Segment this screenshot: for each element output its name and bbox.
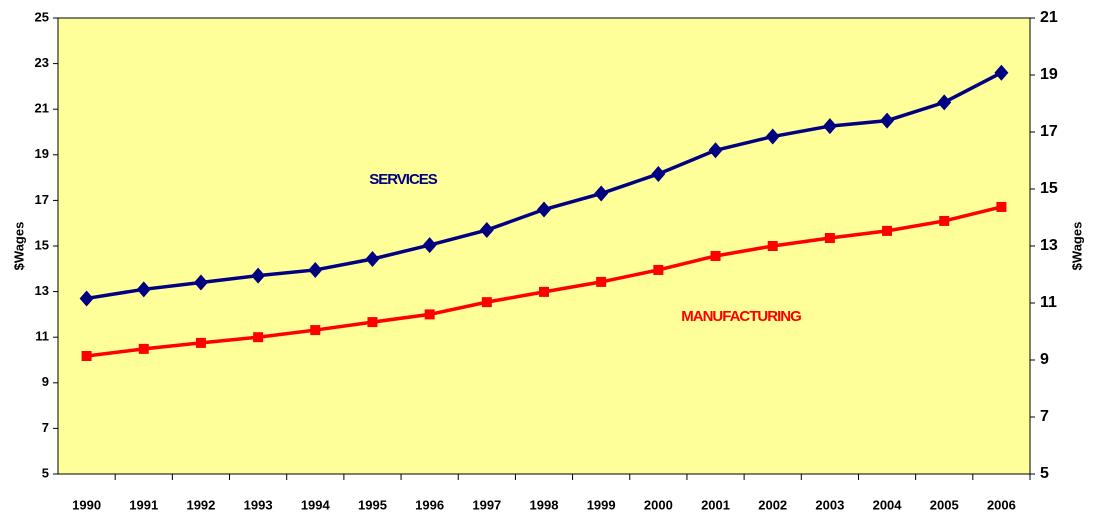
y-tick-label: 19 [35, 146, 49, 161]
marker [422, 237, 437, 254]
y2-tick-label: 13 [1040, 237, 1058, 254]
y-tick-label: 25 [35, 9, 49, 24]
x-tick-label: 1998 [530, 497, 559, 512]
y2-axis-label: $Wages [1069, 222, 1084, 271]
y2-tick-label: 5 [1040, 465, 1049, 482]
marker [539, 286, 549, 297]
y-tick-label: 9 [42, 374, 49, 389]
marker [596, 276, 607, 287]
marker [253, 332, 264, 343]
x-tick-label: 2004 [873, 497, 903, 512]
y2-tick-label: 15 [1040, 180, 1058, 197]
marker [308, 261, 323, 278]
y-tick-label: 7 [42, 420, 49, 435]
plot-area [57, 17, 1031, 475]
series-label: SERVICES [369, 171, 438, 188]
marker [710, 250, 721, 261]
y2-tick-label: 9 [1040, 351, 1049, 368]
y-tick-label: 5 [42, 465, 49, 480]
x-tick-label: 1996 [415, 497, 444, 512]
y2-tick-label: 17 [1040, 123, 1058, 140]
marker [939, 215, 950, 226]
marker [765, 128, 780, 145]
x-tick-label: 1991 [129, 497, 158, 512]
marker [479, 222, 494, 239]
marker [424, 309, 435, 320]
y-tick-label: 17 [35, 192, 49, 207]
x-tick-label: 2006 [987, 497, 1016, 512]
x-tick-label: 1993 [244, 497, 273, 512]
marker [651, 165, 666, 182]
marker [767, 241, 778, 251]
marker [81, 351, 92, 362]
marker [365, 250, 380, 267]
marker [481, 297, 492, 308]
y-tick-label: 23 [35, 55, 49, 70]
y2-tick-label: 21 [1040, 9, 1058, 26]
marker [537, 201, 551, 218]
y2-tick-label: 11 [1040, 294, 1057, 311]
x-tick-label: 1992 [186, 497, 215, 512]
series-label: MANUFACTURING [681, 308, 801, 325]
marker [824, 233, 835, 244]
y-axis-label: $Wages [11, 222, 26, 271]
x-tick-label: 1997 [472, 497, 501, 512]
marker [882, 225, 893, 236]
x-tick-label: 1995 [358, 497, 387, 512]
marker [653, 264, 664, 275]
marker [79, 290, 94, 307]
marker [251, 267, 266, 284]
marker [994, 64, 1009, 81]
marker [195, 337, 206, 348]
y2-tick-label: 19 [1040, 66, 1058, 83]
x-tick-label: 2002 [758, 497, 787, 512]
x-tick-label: 2005 [930, 497, 959, 512]
marker [367, 317, 378, 328]
y-tick-label: 15 [35, 237, 49, 252]
x-tick-label: 1999 [587, 497, 616, 512]
marker [996, 201, 1007, 212]
marker [708, 142, 723, 159]
x-tick-label: 1990 [72, 497, 101, 512]
marker [138, 343, 149, 354]
marker [880, 112, 895, 129]
marker [193, 274, 208, 291]
marker [822, 118, 837, 135]
x-tick-label: 2001 [701, 497, 730, 512]
x-tick-label: 2003 [815, 497, 844, 512]
y2-tick-label: 7 [1040, 408, 1049, 425]
y-tick-label: 13 [35, 283, 49, 298]
marker [594, 185, 609, 202]
x-tick-label: 2000 [644, 497, 673, 512]
marker [310, 325, 321, 336]
x-tick-label: 1994 [301, 497, 331, 512]
y-tick-label: 21 [35, 101, 49, 116]
marker [136, 281, 151, 298]
marker [937, 94, 952, 111]
y-tick-label: 11 [35, 329, 49, 344]
